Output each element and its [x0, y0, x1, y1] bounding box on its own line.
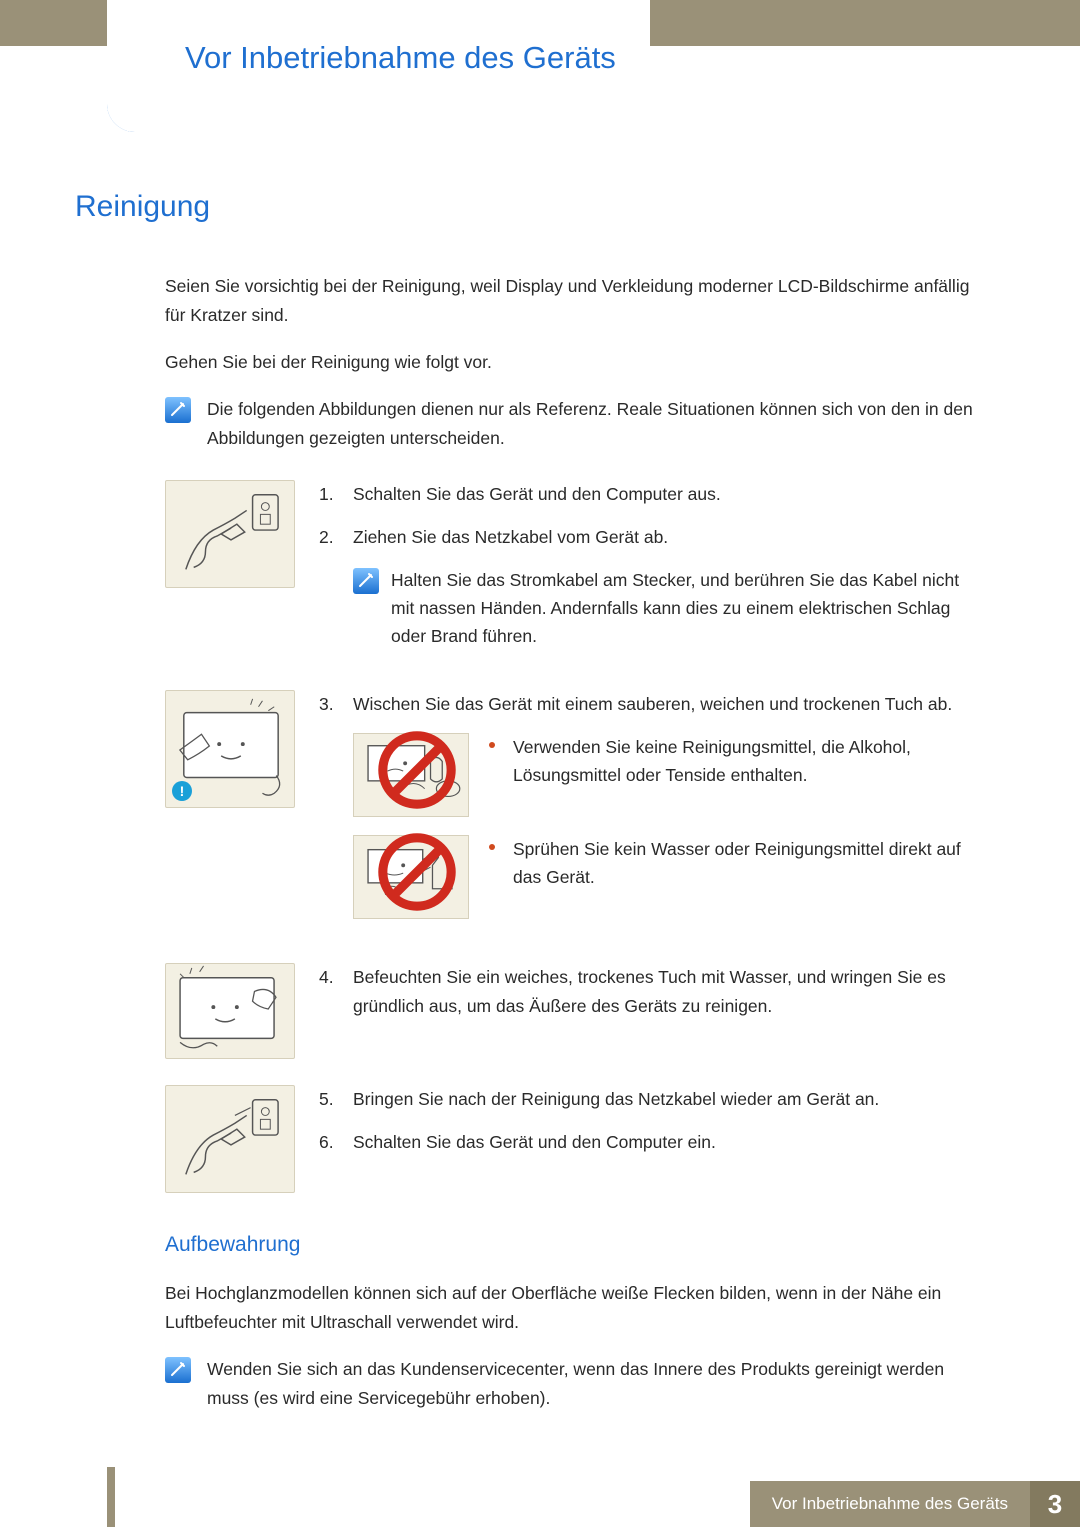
prohibit-icon [360, 729, 474, 811]
storage-paragraph: Bei Hochglanzmodellen können sich auf de… [165, 1279, 980, 1337]
step-block-1: Schalten Sie das Gerät und den Computer … [165, 480, 980, 664]
note-icon [353, 568, 379, 594]
info-icon: ! [172, 781, 192, 801]
step-block-4: Bringen Sie nach der Reinigung das Netzk… [165, 1085, 980, 1193]
note-icon [165, 397, 191, 423]
step-2-text: Ziehen Sie das Netzkabel vom Gerät ab. [353, 527, 668, 547]
illustration-plug [165, 480, 295, 588]
footer-page-number: 3 [1030, 1481, 1080, 1527]
step-3-bullet-1: Verwenden Sie keine Reinigungsmittel, di… [513, 733, 980, 789]
intro-paragraph-2: Gehen Sie bei der Reinigung wie folgt vo… [165, 348, 980, 377]
step-block-2: ! Wischen Sie das Gerät mit einem sauber… [165, 690, 980, 937]
header-tab: Vor Inbetriebnahme des Geräts [107, 0, 650, 132]
storage-note: Wenden Sie sich an das Kundenservicecent… [165, 1355, 980, 1413]
step-3-text: Wischen Sie das Gerät mit einem sauberen… [353, 694, 952, 714]
storage-note-text: Wenden Sie sich an das Kundenservicecent… [207, 1355, 980, 1413]
reference-note-text: Die folgenden Abbildungen dienen nur als… [207, 395, 980, 453]
step-3: Wischen Sie das Gerät mit einem sauberen… [319, 690, 980, 919]
note-icon [165, 1357, 191, 1383]
page-title: Vor Inbetriebnahme des Geräts [185, 40, 616, 76]
step-3-bullet-2: Sprühen Sie kein Wasser oder Reinigungsm… [513, 835, 980, 891]
bullet-icon [489, 844, 495, 850]
intro-paragraph-1: Seien Sie vorsichtig bei der Reinigung, … [165, 272, 980, 330]
prohibit-icon [360, 831, 474, 913]
step-6: Schalten Sie das Gerät und den Computer … [319, 1128, 980, 1157]
illustration-no-chemicals [353, 733, 469, 817]
footer-title: Vor Inbetriebnahme des Geräts [750, 1481, 1030, 1527]
step-5: Bringen Sie nach der Reinigung das Netzk… [319, 1085, 980, 1114]
step-4: Befeuchten Sie ein weiches, trockenes Tu… [319, 963, 980, 1021]
illustration-wipe: ! [165, 690, 295, 808]
section-title: Reinigung [75, 190, 980, 224]
step-1: Schalten Sie das Gerät und den Computer … [319, 480, 980, 509]
reference-note: Die folgenden Abbildungen dienen nur als… [165, 395, 980, 453]
illustration-no-spray [353, 835, 469, 919]
step-2-note: Halten Sie das Stromkabel am Stecker, un… [391, 566, 980, 650]
illustration-plug-in [165, 1085, 295, 1193]
subsection-title: Aufbewahrung [165, 1233, 980, 1257]
footer: Vor Inbetriebnahme des Geräts 3 [0, 1481, 1080, 1527]
bullet-icon [489, 742, 495, 748]
step-2: Ziehen Sie das Netzkabel vom Gerät ab. H… [319, 523, 980, 650]
illustration-damp-cloth [165, 963, 295, 1059]
step-block-3: Befeuchten Sie ein weiches, trockenes Tu… [165, 963, 980, 1059]
